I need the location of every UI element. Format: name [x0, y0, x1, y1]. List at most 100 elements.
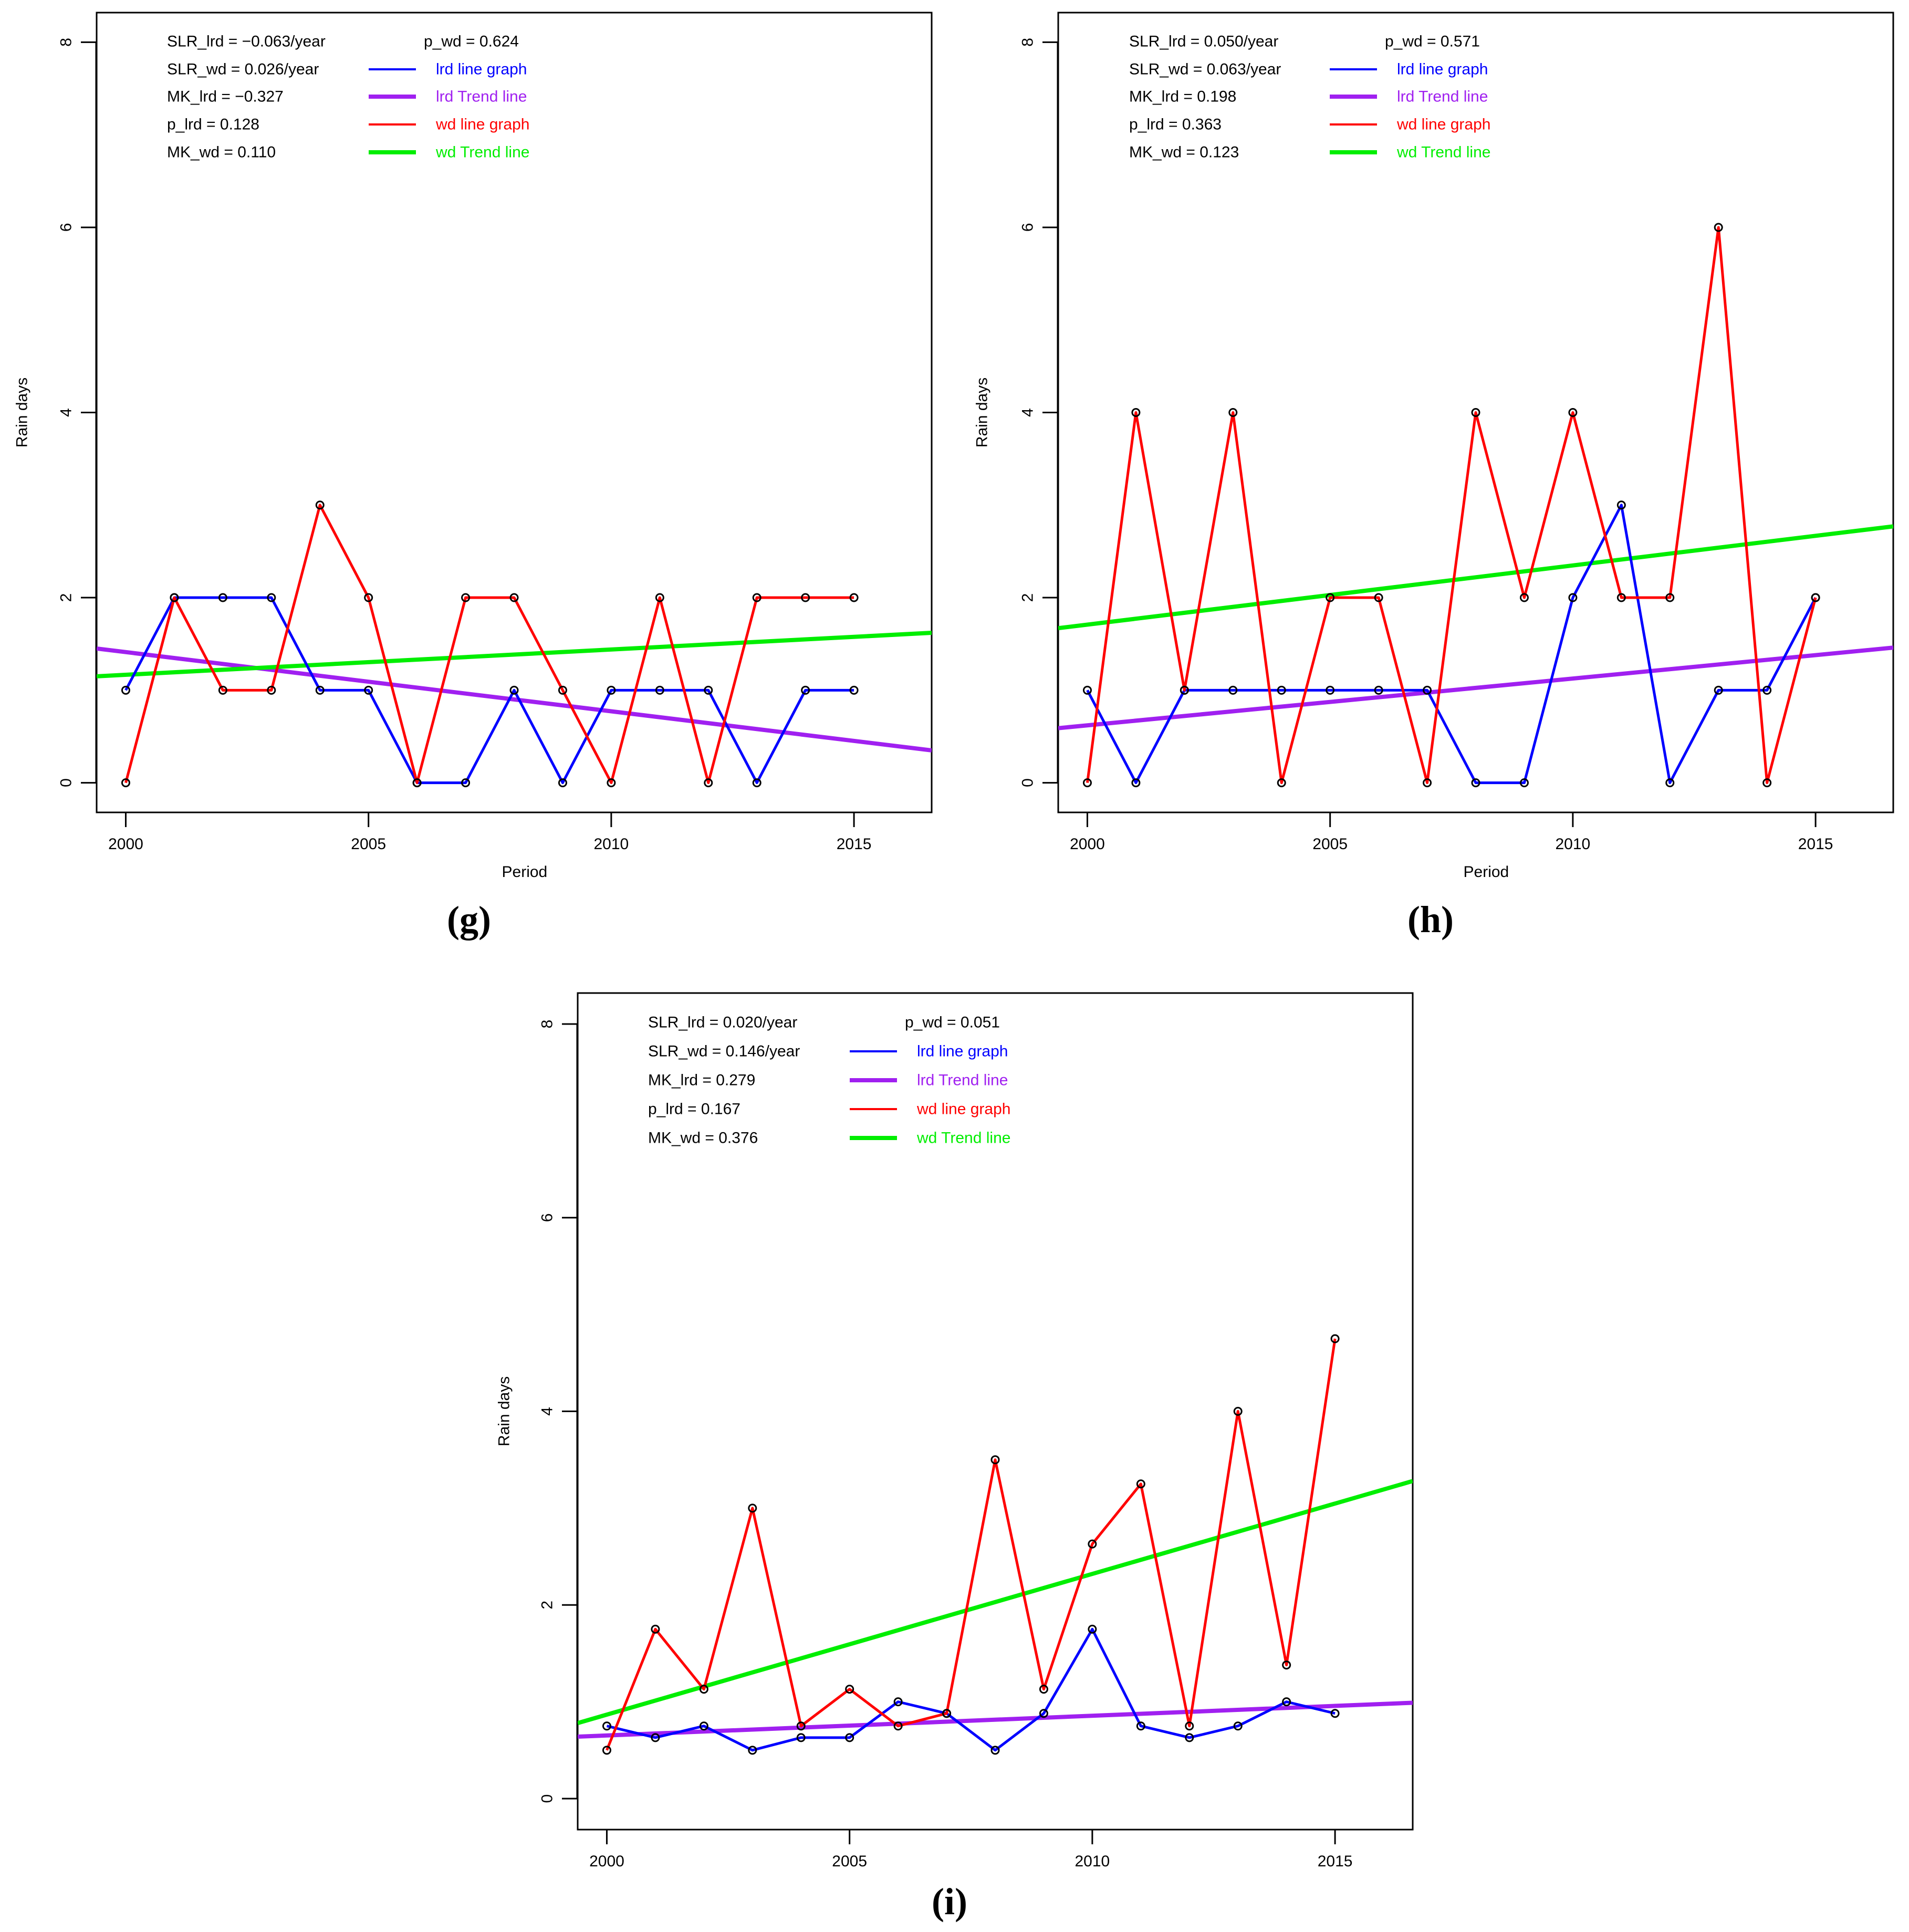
wd-data-point [121, 778, 130, 788]
y-axis-label: Rain days [496, 1376, 513, 1446]
y-tick-label: 0 [1019, 778, 1037, 787]
wd-data-point [412, 778, 422, 788]
wd-data-point [558, 685, 567, 695]
stat-text: MK_wd = 0.376 [648, 1130, 758, 1147]
wd-data-point [1471, 408, 1480, 417]
wd-data-point [1228, 408, 1238, 417]
lrd-data-point [1330, 1709, 1340, 1718]
legend-label: lrd line graph [917, 1043, 1008, 1060]
wd-data-point [1180, 685, 1189, 695]
y-tick-label: 6 [539, 1213, 556, 1222]
legend-label: wd Trend line [435, 144, 529, 161]
y-tick-label: 2 [539, 1601, 556, 1610]
wd-data-point [796, 1721, 806, 1731]
lrd-data-point [1228, 685, 1238, 695]
wd-data-point [752, 593, 761, 602]
legend-label: wd line graph [1396, 116, 1490, 133]
legend-label: lrd Trend line [917, 1072, 1008, 1089]
wd-data-point [801, 593, 810, 602]
lrd-data-point [267, 593, 276, 602]
lrd-data-point [1374, 685, 1383, 695]
lrd-data-point [1282, 1697, 1291, 1707]
x-tick-label: 2000 [1070, 836, 1105, 853]
y-tick-label: 4 [58, 408, 75, 417]
lrd-data-point [699, 1721, 708, 1731]
wd-line-graph [606, 1338, 1337, 1751]
legend-label: lrd line graph [436, 61, 527, 78]
y-tick-label: 6 [58, 223, 75, 232]
wd-data-point [1233, 1407, 1243, 1416]
wd-data-point [1423, 778, 1432, 788]
x-axis-label: Period [502, 863, 548, 881]
wd-data-point [1136, 1479, 1145, 1489]
wd-data-point [651, 1624, 660, 1634]
wd-data-point [364, 593, 373, 602]
lrd-data-point [1088, 1624, 1097, 1634]
wd-trend-line [1058, 524, 1893, 631]
legend-label: wd Trend line [1396, 144, 1490, 161]
stat-text-right: p_wd = 0.051 [905, 1014, 1000, 1031]
lrd-line-graph [124, 596, 854, 785]
stat-text: p_lrd = 0.128 [167, 116, 259, 133]
lrd-line-graph [606, 1627, 1336, 1752]
wd-data-point [602, 1746, 611, 1755]
legend-label: lrd Trend line [436, 88, 527, 106]
wd-data-point [1519, 593, 1529, 602]
stat-text: p_lrd = 0.167 [648, 1101, 740, 1118]
wd-data-point [1330, 1334, 1340, 1343]
wd-data-point [1088, 1539, 1097, 1549]
wd-data-point [1326, 593, 1335, 602]
lrd-data-point [461, 778, 471, 788]
wd-data-point [1762, 778, 1772, 788]
lrd-data-point [651, 1733, 660, 1742]
lrd-data-point [1039, 1709, 1048, 1718]
wd-data-point [509, 593, 519, 602]
wd-data-point [893, 1721, 903, 1731]
y-tick-label: 8 [1019, 38, 1037, 47]
lrd-data-point [558, 778, 567, 788]
stat-text: MK_wd = 0.123 [1129, 144, 1239, 161]
lrd-data-point [509, 685, 519, 695]
stat-text: SLR_wd = 0.063/year [1129, 61, 1281, 78]
y-tick-label: 2 [58, 593, 75, 602]
wd-data-point [990, 1455, 1000, 1465]
x-tick-label: 2005 [1312, 836, 1348, 853]
lrd-data-point [1277, 685, 1286, 695]
stat-text: SLR_lrd = 0.020/year [648, 1014, 797, 1031]
wd-data-point [655, 593, 664, 602]
y-tick-label: 0 [58, 778, 75, 787]
lrd-data-point [748, 1746, 757, 1755]
panel-label: (h) [1407, 899, 1454, 941]
lrd-data-point [1519, 778, 1529, 788]
trend-lines [97, 631, 932, 753]
lrd-data-point [849, 685, 859, 695]
legend-label: lrd Trend line [1397, 88, 1488, 106]
wd-data-point [461, 593, 471, 602]
lrd-line-graph [1086, 504, 1817, 785]
panel-label: (i) [932, 1881, 967, 1923]
lrd-data-point [1762, 685, 1772, 695]
y-tick-label: 2 [1019, 593, 1037, 602]
lrd-data-point [655, 685, 664, 695]
y-tick-label: 8 [58, 38, 75, 47]
lrd-data-point [364, 685, 373, 695]
chart-panel-1: 0 2 4 6 8 2000 2005 2010 2015 Rain days Period SLR_… [14, 12, 933, 941]
y-tick-label: 4 [539, 1407, 556, 1416]
x-tick-label: 2010 [1556, 836, 1591, 853]
x-tick-label: 2015 [1318, 1853, 1353, 1870]
wd-data-point [1277, 778, 1286, 788]
x-tick-label: 2015 [837, 836, 872, 853]
y-axis-label: Rain days [14, 378, 31, 447]
lrd-data-point [218, 593, 227, 602]
wd-data-point [607, 778, 616, 788]
wd-line-graph [1086, 226, 1817, 785]
wd-trend-line [97, 631, 932, 678]
stat-text: MK_lrd = 0.279 [648, 1072, 755, 1089]
lrd-trend-line [97, 646, 932, 753]
wd-data-point [1131, 408, 1141, 417]
stat-text-right: p_wd = 0.571 [1385, 33, 1480, 50]
legend-label: wd Trend line [916, 1130, 1010, 1147]
lrd-data-point [752, 778, 761, 788]
wd-data-point [748, 1503, 757, 1513]
wd-data-point [699, 1685, 708, 1694]
